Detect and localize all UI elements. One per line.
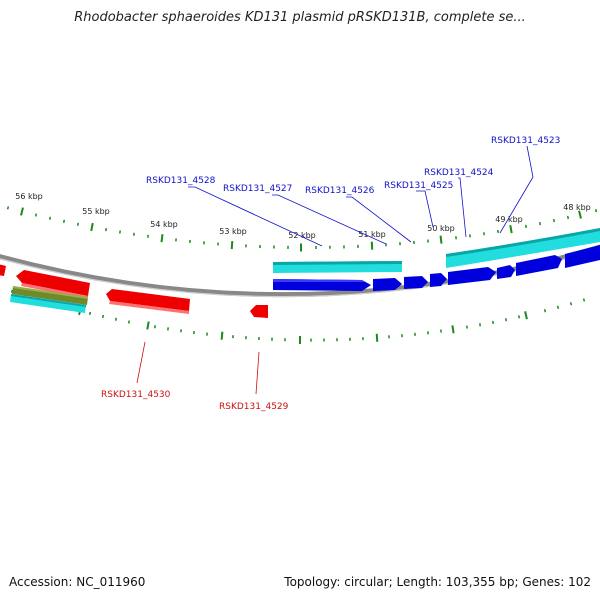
kbp-major-tick	[578, 210, 582, 219]
gene-label-4525[interactable]: RSKD131_4525	[384, 181, 453, 191]
inner-major-tick	[524, 311, 528, 320]
kbp-labels: 56 kbp 55 kbp 54 kbp 53 kbp 52 kbp 51 kbp 50 k…	[15, 192, 591, 240]
kbp-label: 48 kbp	[563, 203, 591, 212]
kbp-minor-tick	[538, 221, 542, 226]
kbp-minor-tick	[104, 227, 108, 232]
leader-lines-top	[188, 145, 534, 247]
inner-minor-tick	[127, 320, 131, 324]
inner-minor-tick	[101, 314, 105, 319]
forward-gene-4527[interactable]	[373, 278, 402, 291]
kbp-label: 54 kbp	[150, 220, 178, 229]
forward-gene-4528[interactable]	[273, 279, 371, 291]
kbp-label: 51 kbp	[358, 230, 386, 239]
topology-text: Topology: circular; Length: 103,355 bp; …	[284, 575, 591, 589]
accession-text: Accession: NC_011960	[9, 575, 146, 589]
inner-ticks	[10, 289, 586, 345]
kbp-minor-tick	[34, 213, 38, 217]
reverse-gene-edge[interactable]	[0, 264, 6, 276]
inner-minor-tick	[517, 315, 521, 319]
kbp-label: 52 kbp	[288, 231, 316, 240]
inner-minor-tick	[582, 298, 586, 302]
gene-label-4528[interactable]: RSKD131_4528	[146, 176, 216, 186]
kbp-major-tick	[20, 207, 24, 216]
kbp-label: 49 kbp	[495, 215, 523, 224]
forward-gene-4522[interactable]	[516, 255, 562, 276]
kbp-minor-tick	[6, 206, 10, 210]
kbp-label: 55 kbp	[82, 207, 110, 216]
inner-major-tick	[451, 325, 455, 334]
gene-label-4527[interactable]: RSKD131_4527	[223, 184, 292, 194]
forward-gene-4525[interactable]	[430, 273, 447, 287]
reverse-gene-4529[interactable]	[106, 289, 190, 314]
gene-label-4523[interactable]: RSKD131_4523	[491, 136, 560, 146]
inner-minor-tick	[569, 302, 573, 306]
kbp-major-tick	[160, 234, 164, 243]
inner-minor-tick	[491, 320, 495, 324]
kbp-minor-tick	[48, 216, 52, 220]
inner-minor-tick	[543, 309, 547, 313]
gene-label-4529[interactable]: RSKD131_4529	[219, 402, 289, 412]
inner-major-tick	[220, 331, 224, 340]
feature-olive	[12, 286, 88, 305]
gene-label-4526[interactable]: RSKD131_4526	[305, 186, 375, 196]
inner-major-tick	[146, 321, 150, 330]
inner-minor-tick	[154, 325, 156, 329]
kbp-minor-tick	[594, 209, 598, 213]
inner-minor-tick	[114, 317, 118, 321]
forward-gene-4521[interactable]	[565, 245, 600, 268]
outer-ticks	[6, 206, 598, 252]
reverse-gene-small[interactable]	[250, 305, 268, 318]
kbp-label: 50 kbp	[427, 224, 455, 233]
kbp-label: 53 kbp	[219, 227, 247, 236]
kbp-minor-tick	[552, 218, 556, 223]
gene-label-4524[interactable]: RSKD131_4524	[424, 168, 494, 178]
kbp-major-tick	[90, 222, 94, 232]
forward-gene-4526[interactable]	[404, 276, 428, 289]
forward-gene-4523[interactable]	[497, 265, 515, 279]
kbp-minor-tick	[76, 222, 80, 226]
feature-cyan-small	[10, 294, 86, 313]
kbp-label: 56 kbp	[15, 192, 43, 201]
kbp-major-tick	[230, 240, 234, 250]
kbp-minor-tick	[524, 224, 528, 228]
kbp-major-tick	[509, 225, 513, 234]
inner-minor-tick	[504, 318, 508, 322]
inner-minor-tick	[478, 323, 482, 327]
inner-minor-tick	[10, 289, 14, 294]
forward-gene-4524[interactable]	[448, 267, 496, 285]
gene-label-4530[interactable]: RSKD131_4530	[101, 390, 171, 400]
inner-minor-tick	[88, 311, 92, 316]
kbp-minor-tick	[62, 219, 66, 223]
kbp-minor-tick	[566, 215, 570, 220]
kbp-major-tick	[439, 235, 443, 244]
map-title: Rhodobacter sphaeroides KD131 plasmid pR…	[74, 10, 526, 25]
inner-major-tick	[375, 333, 379, 342]
leader-lines-bottom	[136, 341, 260, 395]
inner-minor-tick	[556, 305, 560, 309]
